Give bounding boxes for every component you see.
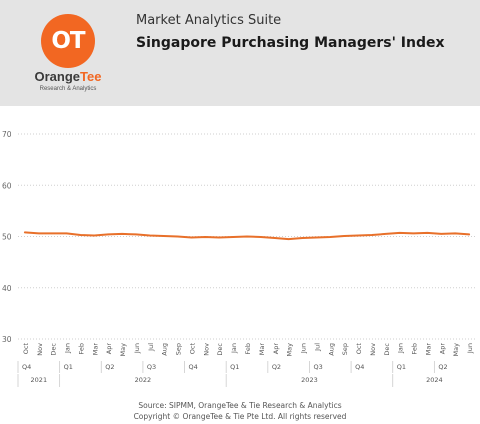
x-quarter-label: Q4 (189, 363, 198, 371)
x-month-label: Jan (64, 343, 72, 354)
x-quarter-label: Q3 (147, 363, 156, 371)
x-month-label: Feb (77, 343, 85, 355)
x-quarter-label: Q4 (355, 363, 364, 371)
y-tick-label: 30 (2, 335, 12, 344)
x-month-label: Dec (383, 343, 391, 356)
pmi-line-chart: 30 40 50 60 70 Oct Nov Dec Jan Feb Mar Apr May Jun Jul… (2, 130, 476, 387)
x-month-label: Jan (230, 343, 238, 354)
x-month-label: Oct (188, 343, 196, 355)
x-year-label: 2022 (135, 376, 152, 384)
copyright-note: Copyright © OrangeTee & Tie Pte Ltd. All… (133, 412, 347, 421)
y-tick-label: 40 (2, 284, 12, 293)
x-month-label: Nov (202, 343, 210, 356)
y-tick-label: 50 (2, 233, 12, 242)
x-month-label: Sep (341, 343, 349, 355)
x-month-label: Jun (133, 343, 141, 354)
x-month-label: May (452, 343, 460, 357)
x-month-label: May (119, 343, 127, 357)
x-month-label: Nov (369, 343, 377, 356)
logo-mark: OT (51, 28, 85, 54)
x-month-label: Feb (411, 343, 419, 355)
logo-name-part1: Orange (34, 69, 81, 84)
x-year-label: 2021 (31, 376, 48, 384)
x-month-label: Dec (216, 343, 224, 356)
x-month-label: Apr (105, 343, 113, 355)
x-month-label: Dec (50, 343, 58, 356)
x-month-label: Nov (36, 343, 44, 356)
x-quarter-label: Q1 (230, 363, 239, 371)
x-month-label: Jan (397, 343, 405, 354)
x-month-label: Feb (244, 343, 252, 355)
x-month-label: May (286, 343, 294, 357)
x-month-label: Oct (22, 343, 30, 355)
x-quarter-label: Q4 (22, 363, 31, 371)
pmi-series-line (23, 231, 471, 241)
report-header: OT OrangeTee Research & Analytics Market… (0, 0, 480, 106)
x-quarter-label: Q2 (438, 363, 447, 371)
x-month-label: Oct (355, 343, 363, 355)
x-month-label: Mar (424, 343, 432, 356)
logo-name-part2: Tee (80, 69, 102, 84)
orangetee-logo-icon: OT (41, 14, 95, 68)
y-tick-label: 70 (2, 130, 12, 139)
x-month-label: Aug (161, 343, 169, 356)
logo-wordmark: OrangeTee (28, 69, 108, 84)
x-month-label: Jul (313, 343, 321, 352)
source-note: Source: SIPMM, OrangeTee & Tie Research … (138, 401, 342, 410)
suite-name: Market Analytics Suite (136, 13, 282, 28)
x-month-label: Mar (91, 343, 99, 356)
y-tick-label: 60 (2, 181, 12, 190)
x-quarter-label: Q1 (64, 363, 73, 371)
x-year-label: 2023 (301, 376, 318, 384)
x-month-label: Apr (438, 343, 446, 355)
report-title: Singapore Purchasing Managers' Index (136, 35, 445, 51)
x-month-label: Aug (327, 343, 335, 356)
x-quarter-label: Q2 (272, 363, 281, 371)
x-month-label: Sep (175, 343, 183, 355)
x-month-label: Jun (300, 343, 308, 354)
x-quarter-label: Q3 (313, 363, 322, 371)
x-year-label: 2024 (426, 376, 443, 384)
x-month-label: Mar (258, 343, 266, 356)
x-month-label: Apr (272, 343, 280, 355)
logo-tagline: Research & Analytics (39, 86, 97, 92)
x-month-label: Jul (147, 343, 155, 352)
x-quarter-label: Q1 (397, 363, 406, 371)
x-month-label: Jun (466, 343, 474, 354)
x-quarter-label: Q2 (105, 363, 114, 371)
